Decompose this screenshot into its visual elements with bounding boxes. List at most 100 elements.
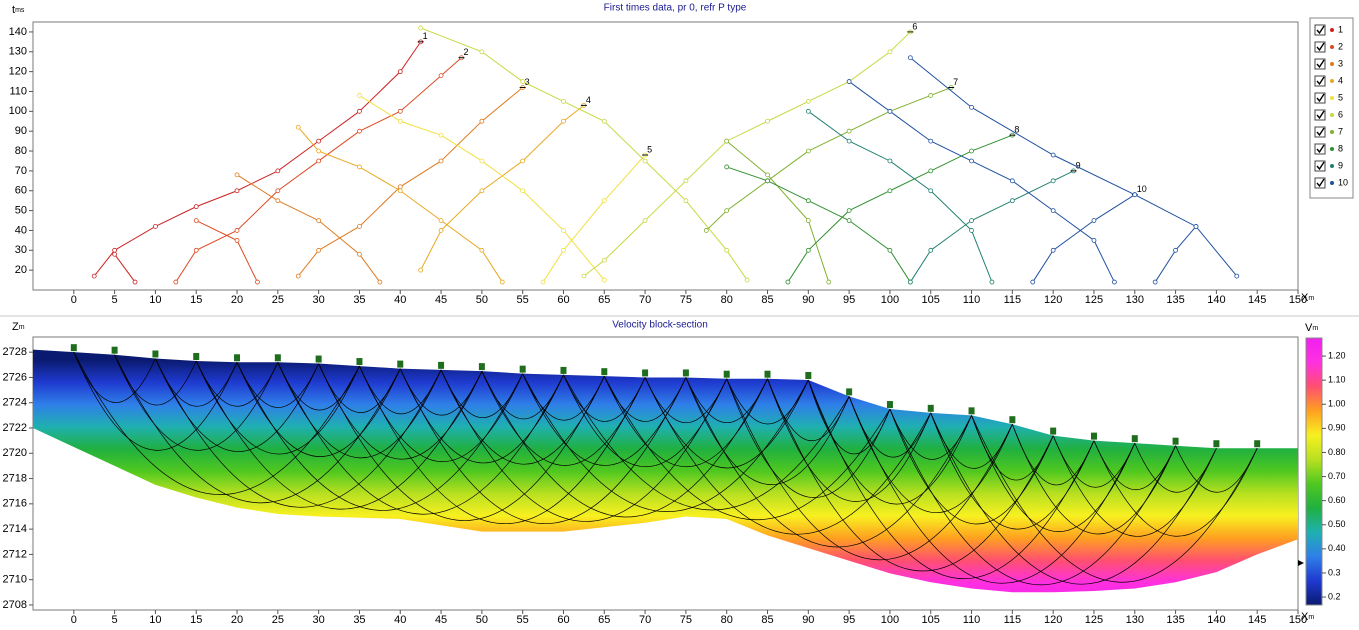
pick-point bbox=[561, 247, 566, 253]
pick-point bbox=[1050, 152, 1056, 158]
pick-point bbox=[601, 198, 607, 204]
ray bbox=[603, 376, 768, 468]
colorbar-tick-label: 0.50 bbox=[1328, 519, 1346, 529]
receiver bbox=[927, 404, 934, 412]
x-tick-label: 15 bbox=[190, 294, 202, 306]
receiver bbox=[111, 346, 118, 354]
y-tick-label: 2722 bbox=[3, 422, 27, 434]
ray bbox=[726, 378, 1013, 561]
x-tick-label: 35 bbox=[353, 614, 365, 626]
legend-marker bbox=[1330, 96, 1334, 100]
ray bbox=[155, 358, 442, 508]
legend-checkbox[interactable] bbox=[1314, 75, 1326, 87]
receiver bbox=[805, 371, 812, 379]
ray bbox=[644, 377, 932, 535]
pick-point bbox=[275, 168, 281, 174]
travel-time-curve bbox=[1032, 194, 1136, 283]
pick-point bbox=[1030, 279, 1036, 285]
x-tick-label: 65 bbox=[598, 614, 610, 626]
pick-point bbox=[234, 228, 240, 233]
pick-point bbox=[193, 204, 199, 210]
pick-point bbox=[805, 198, 811, 204]
pick-point bbox=[275, 188, 281, 194]
x-tick-label: 80 bbox=[721, 294, 733, 306]
x-tick-label: 125 bbox=[1085, 614, 1103, 626]
pick-point bbox=[397, 188, 403, 194]
ray bbox=[767, 378, 932, 502]
legend-label: 10 bbox=[1338, 177, 1348, 187]
x-tick-label: 55 bbox=[517, 614, 529, 626]
legend-checkbox[interactable] bbox=[1314, 177, 1326, 189]
y-tick-label: 140 bbox=[9, 26, 27, 38]
pick-point bbox=[683, 178, 689, 184]
ray bbox=[195, 360, 483, 510]
y-tick-label: 2718 bbox=[3, 472, 27, 484]
x-tick-label: 125 bbox=[1085, 294, 1103, 306]
x-tick-label: 5 bbox=[112, 294, 118, 306]
pick-point bbox=[805, 148, 811, 154]
ray bbox=[73, 352, 156, 403]
pick-point bbox=[418, 25, 424, 31]
ray bbox=[440, 369, 728, 522]
legend-marker bbox=[1330, 62, 1334, 66]
pick-point bbox=[969, 104, 974, 110]
x-tick-label: 150 bbox=[1289, 614, 1307, 626]
legend-label: 3 bbox=[1338, 58, 1343, 68]
x-tick-label: 140 bbox=[1207, 294, 1225, 306]
source-label: 7 bbox=[953, 77, 958, 87]
pick-point bbox=[418, 267, 424, 273]
pick-point bbox=[499, 279, 505, 285]
ray bbox=[481, 370, 768, 518]
pick-point bbox=[1152, 279, 1158, 285]
x-tick-label: 90 bbox=[802, 614, 814, 626]
pick-point bbox=[112, 251, 118, 257]
pick-point bbox=[1050, 178, 1056, 184]
ray bbox=[603, 376, 687, 422]
legend-checkbox[interactable] bbox=[1314, 58, 1326, 70]
pick-point bbox=[173, 279, 179, 285]
pick-point bbox=[295, 124, 301, 130]
legend-checkbox[interactable] bbox=[1314, 92, 1326, 104]
x-tick-label: 10 bbox=[149, 614, 161, 626]
pick-point bbox=[805, 99, 811, 104]
ray bbox=[236, 362, 523, 511]
legend-checkbox[interactable] bbox=[1314, 41, 1326, 53]
x-tick-label: 120 bbox=[1044, 294, 1062, 306]
colorbar-tick-label: 0.3 bbox=[1328, 567, 1341, 577]
ray bbox=[563, 374, 646, 422]
pick-point bbox=[887, 158, 893, 164]
legend-marker bbox=[1330, 79, 1334, 83]
pick-point bbox=[438, 132, 444, 138]
pick-point bbox=[724, 208, 730, 213]
legend-checkbox[interactable] bbox=[1314, 126, 1326, 138]
x-tick-label: 115 bbox=[1004, 294, 1022, 306]
colorbar bbox=[1305, 337, 1323, 606]
receiver bbox=[764, 370, 771, 378]
pick-point bbox=[989, 279, 995, 285]
receiver bbox=[397, 360, 404, 368]
pick-point bbox=[397, 118, 403, 124]
pick-point bbox=[928, 93, 934, 98]
legend-label: 6 bbox=[1338, 109, 1343, 119]
ray bbox=[277, 362, 442, 459]
legend-marker bbox=[1330, 28, 1334, 32]
colorbar-tick-label: 1.20 bbox=[1328, 350, 1346, 360]
legend-checkbox[interactable] bbox=[1314, 143, 1326, 155]
source-label: 5 bbox=[647, 144, 652, 154]
x-tick-label: 140 bbox=[1207, 614, 1225, 626]
receiver bbox=[968, 407, 975, 415]
pick-point bbox=[1132, 192, 1138, 198]
pick-point bbox=[561, 99, 566, 104]
ray bbox=[930, 412, 1217, 585]
x-tick-label: 45 bbox=[435, 614, 447, 626]
legend: 1 2 3 4 5 6 7 8 9 10 bbox=[1314, 24, 1348, 189]
legend-check bbox=[1316, 178, 1325, 188]
x-tick-label: 55 bbox=[517, 294, 529, 306]
receiver bbox=[152, 350, 159, 358]
x-axis-label: Xm bbox=[1301, 611, 1314, 623]
legend-checkbox[interactable] bbox=[1314, 109, 1326, 121]
legend-checkbox[interactable] bbox=[1314, 24, 1326, 36]
x-tick-label: 95 bbox=[843, 614, 855, 626]
legend-checkbox[interactable] bbox=[1314, 160, 1326, 172]
ray bbox=[155, 358, 319, 452]
